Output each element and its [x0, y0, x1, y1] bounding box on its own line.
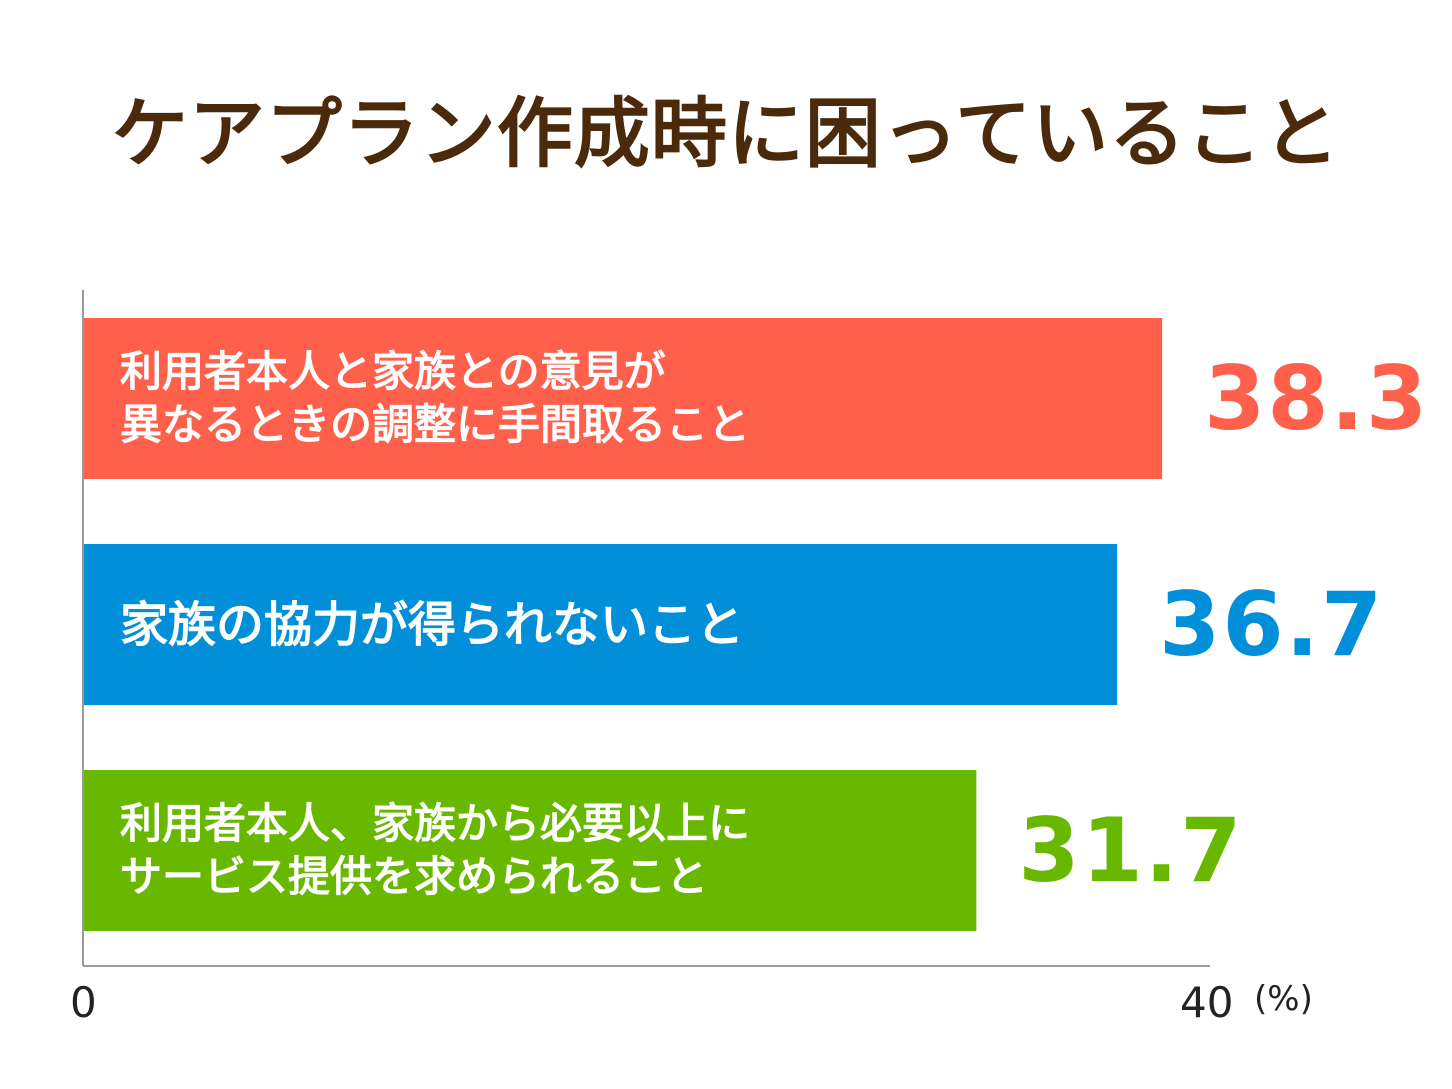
bar-3 — [84, 770, 977, 931]
bar-value-label-1: 38.3 — [1204, 346, 1430, 450]
x-tick-label-max: 40 — [1180, 978, 1234, 1027]
bar-value-label-2: 36.7 — [1159, 572, 1385, 676]
x-tick-label-min: 0 — [70, 978, 97, 1027]
bar-value-label-3: 31.7 — [1018, 798, 1244, 902]
bar-2 — [84, 544, 1118, 705]
bar-category-label-2: 家族の協力が得られないこと — [120, 596, 745, 653]
bar-1 — [84, 318, 1163, 479]
bar-category-label-1: 利用者本人と家族との意見が 異なるときの調整に手間取ること — [120, 347, 751, 449]
x-axis-unit-label: (%) — [1254, 979, 1313, 1019]
bar-category-label-3: 利用者本人、家族から必要以上に サービス提供を求められること — [120, 799, 751, 901]
bars-layer — [84, 318, 1163, 931]
chart-title: ケアプラン作成時に困っていること — [111, 89, 1341, 178]
